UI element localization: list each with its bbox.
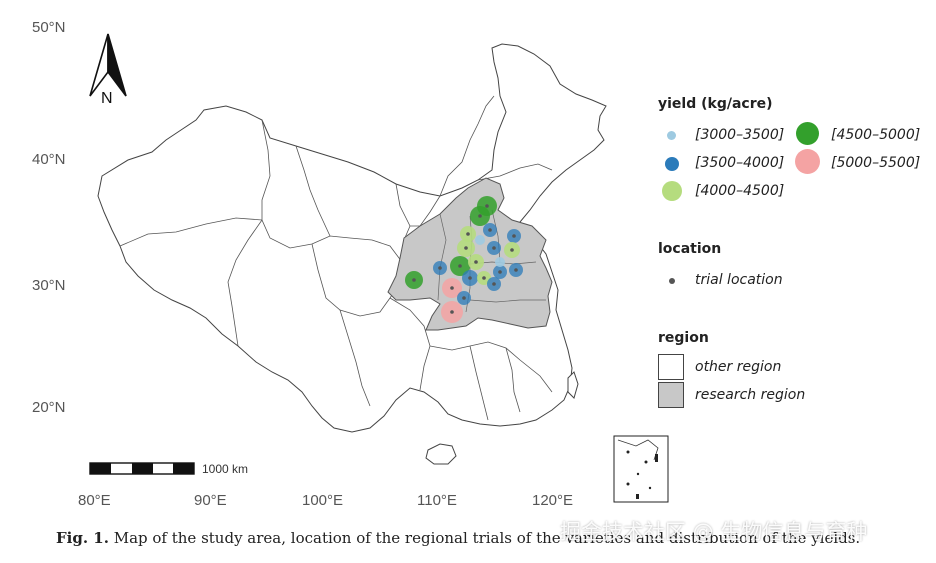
lon-label-80: 80°E <box>78 492 111 509</box>
legend-dot-5000-icon <box>795 149 820 174</box>
trial-location-dot <box>468 276 472 280</box>
lon-label-90: 90°E <box>194 492 227 509</box>
trial-location-icon <box>669 278 675 284</box>
legend-label-3000: [3000–3500] <box>695 127 785 143</box>
province-boundaries <box>119 95 553 421</box>
lat-label-40: 40°N <box>32 151 66 168</box>
trial-location-dot <box>458 264 462 268</box>
trial-location-dot <box>492 246 496 250</box>
legend-label-4500: [4500–5000] <box>831 127 921 143</box>
trial-location-dot <box>488 228 492 232</box>
legend-label-3500: [3500–4000] <box>695 155 785 171</box>
hainan-island <box>425 443 457 465</box>
legend-label-trial-location: trial location <box>695 272 783 288</box>
trial-location-dot <box>450 310 454 314</box>
watermark: 掘金技术社区 @ 生物信息与育种 <box>560 520 868 544</box>
legend-yield-title: yield (kg/acre) <box>658 96 773 112</box>
legend-label-4000: [4000–4500] <box>695 183 785 199</box>
legend-location-title: location <box>658 241 722 257</box>
other-region-swatch-icon <box>658 354 684 380</box>
trial-location-dot <box>412 278 416 282</box>
research-region-swatch-icon <box>658 382 684 408</box>
caption-text: Map of the study area, location of the r… <box>108 529 861 547</box>
legend-label-research-region: research region <box>695 387 806 403</box>
legend-dot-3000-icon <box>667 131 676 140</box>
scale-bar-label: 1000 km <box>202 462 249 476</box>
taiwan-island <box>567 371 579 399</box>
trial-location-dot <box>438 266 442 270</box>
trial-location-dot <box>498 270 502 274</box>
trial-location-dot <box>482 276 486 280</box>
caption-prefix: Fig. 1. <box>56 529 109 547</box>
trial-location-dot <box>478 214 482 218</box>
lon-label-110: 110°E <box>417 492 457 509</box>
trial-locations <box>412 204 518 314</box>
south-china-sea-inset <box>613 435 669 503</box>
trial-location-dot <box>514 268 518 272</box>
yield-point <box>475 235 485 245</box>
lon-label-120: 120°E <box>532 492 573 509</box>
lat-label-20: 20°N <box>32 399 66 416</box>
legend-label-other-region: other region <box>695 359 782 375</box>
legend-dot-4000-icon <box>662 181 682 201</box>
trial-location-dot <box>450 286 454 290</box>
trial-location-dot <box>510 248 514 252</box>
trial-location-dot <box>462 296 466 300</box>
trial-location-dot <box>512 234 516 238</box>
north-label: N <box>101 90 113 107</box>
lat-label-30: 30°N <box>32 277 66 294</box>
lon-label-100: 100°E <box>302 492 343 509</box>
trial-location-dot <box>464 246 468 250</box>
trial-location-dot <box>474 260 478 264</box>
legend-region-title: region <box>658 330 709 346</box>
scale-bar <box>89 462 195 475</box>
trial-location-dot <box>492 282 496 286</box>
trial-location-dot <box>485 204 489 208</box>
trial-location-dot <box>466 232 470 236</box>
north-arrow-icon: N <box>89 33 127 107</box>
yield-point <box>495 257 505 267</box>
legend-dot-3500-icon <box>665 157 679 171</box>
figure-caption: Fig. 1. Map of the study area, location … <box>56 529 860 547</box>
lat-label-50: 50°N <box>32 19 66 36</box>
legend-dot-4500-icon <box>796 122 819 145</box>
legend-label-5000: [5000–5500] <box>831 155 921 171</box>
